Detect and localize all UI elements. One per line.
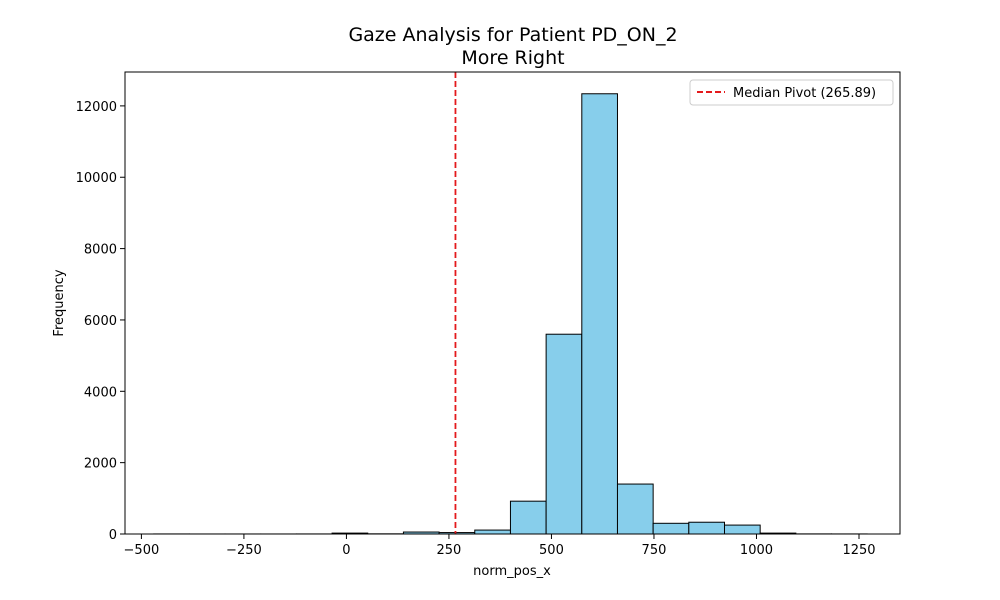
chart-subtitle: More Right	[461, 47, 564, 69]
x-tick-label: 500	[539, 543, 564, 558]
y-axis: 0 2000 4000 6000 8000 10000 12000	[76, 100, 125, 543]
x-tick-label: 1250	[842, 543, 875, 558]
chart-title: Gaze Analysis for Patient PD_ON_2	[348, 24, 677, 46]
x-tick-label: 250	[437, 543, 462, 558]
plot-frame	[124, 71, 901, 535]
histogram-bar	[581, 93, 618, 535]
y-tick-label: 10000	[76, 171, 117, 186]
x-tick-label: 0	[342, 543, 350, 558]
x-tick-label: −500	[124, 543, 160, 558]
bars-layer	[153, 93, 868, 535]
histogram-bar	[616, 483, 654, 535]
legend-box	[689, 79, 894, 106]
x-tick-label: 1000	[740, 543, 773, 558]
legend-median-label: Median Pivot (265.89)	[733, 86, 876, 101]
y-axis-label: Frequency	[52, 269, 67, 336]
x-axis: −500 −250 0 250 500 750 1000 1250	[124, 534, 876, 558]
histogram-bar	[545, 333, 583, 535]
y-tick-label: 12000	[76, 100, 117, 115]
histogram-bar	[474, 529, 511, 535]
x-axis-label: norm_pos_x	[473, 564, 551, 579]
histogram-bar	[509, 500, 547, 535]
x-tick-label: −250	[226, 543, 262, 558]
y-tick-label: 8000	[84, 243, 117, 258]
x-tick-label: 750	[642, 543, 667, 558]
legend: Median Pivot (265.89)	[689, 79, 894, 106]
y-tick-label: 4000	[84, 385, 117, 400]
histogram-bar	[688, 521, 725, 535]
y-tick-label: 0	[109, 528, 117, 543]
histogram-bar	[723, 524, 761, 535]
y-tick-label: 2000	[84, 457, 117, 472]
y-tick-label: 6000	[84, 314, 117, 329]
histogram-bar	[652, 522, 690, 535]
